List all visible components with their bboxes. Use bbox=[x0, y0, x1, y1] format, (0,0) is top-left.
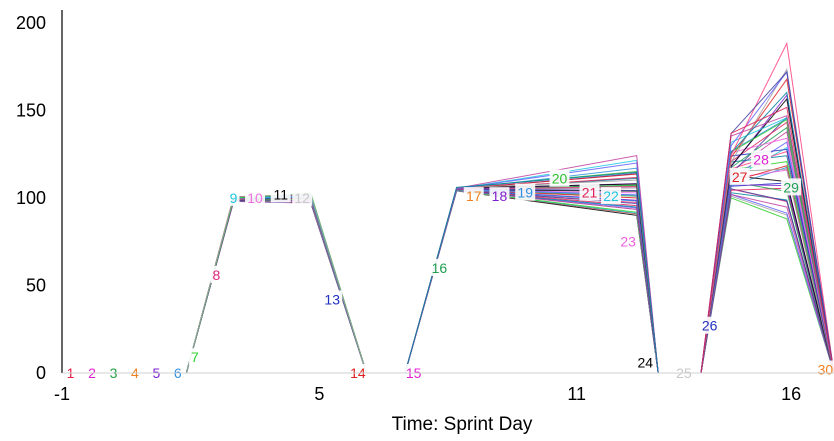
point-label: 16 bbox=[432, 260, 448, 276]
trace-line bbox=[700, 106, 834, 374]
point-label: 21 bbox=[582, 185, 598, 201]
trace-line bbox=[404, 179, 659, 374]
point-label-bg bbox=[188, 348, 201, 366]
point-label-bg bbox=[245, 188, 265, 206]
x-tick-label: 11 bbox=[567, 384, 586, 404]
trace-line bbox=[404, 189, 659, 374]
point-label: 13 bbox=[324, 291, 340, 307]
point-label: 28 bbox=[753, 151, 769, 167]
point-label: 9 bbox=[230, 190, 238, 206]
point-label-bg bbox=[515, 183, 536, 201]
trace-line bbox=[700, 41, 834, 374]
trace-line bbox=[404, 189, 659, 374]
point-label-bg bbox=[210, 265, 223, 283]
point-label-bg bbox=[292, 188, 313, 206]
point-label: 22 bbox=[603, 188, 619, 204]
point-label: 23 bbox=[620, 234, 636, 250]
trace-line bbox=[404, 188, 659, 374]
trace-line bbox=[404, 190, 659, 374]
trace-line bbox=[185, 193, 367, 374]
point-label: 18 bbox=[492, 188, 508, 204]
point-label-bg bbox=[227, 188, 240, 206]
trace-line bbox=[185, 192, 367, 374]
point-label: 26 bbox=[702, 318, 718, 334]
point-label-bg bbox=[635, 353, 656, 371]
point-label-bg bbox=[751, 150, 772, 168]
x-axis-label: Time: Sprint Day bbox=[392, 414, 533, 435]
trace-line bbox=[404, 189, 659, 374]
trace-line bbox=[404, 183, 659, 374]
trace-line bbox=[404, 188, 659, 374]
trace-line bbox=[404, 190, 659, 374]
trace-line bbox=[404, 189, 659, 374]
trace-line bbox=[404, 189, 659, 374]
point-label: 10 bbox=[247, 190, 263, 206]
trace-line bbox=[404, 190, 659, 374]
point-label-bg bbox=[549, 169, 570, 187]
point-label-bg bbox=[579, 183, 600, 201]
point-label-bg bbox=[270, 185, 291, 203]
point-label: 11 bbox=[273, 186, 288, 202]
trace-line bbox=[404, 185, 659, 374]
x-tick-label: 5 bbox=[314, 384, 324, 404]
point-label-bg bbox=[429, 258, 450, 276]
point-label: 30 bbox=[818, 361, 834, 377]
trace-line bbox=[404, 189, 659, 374]
trace-line bbox=[404, 189, 659, 374]
point-label: 29 bbox=[783, 179, 799, 195]
trace-line bbox=[404, 186, 659, 374]
trace-line bbox=[404, 190, 659, 374]
trace-line bbox=[185, 194, 367, 374]
trace-line bbox=[404, 188, 659, 374]
point-label: 24 bbox=[637, 354, 653, 370]
trace-line bbox=[185, 194, 367, 374]
trace-line bbox=[404, 189, 659, 374]
point-label-bg bbox=[729, 167, 750, 185]
trace-line bbox=[404, 189, 659, 374]
point-label-bg bbox=[600, 187, 621, 205]
x-tick-label: -1 bbox=[54, 384, 70, 404]
trace-line bbox=[404, 171, 659, 374]
point-label-bg bbox=[322, 290, 343, 308]
point-label: 8 bbox=[213, 267, 221, 283]
point-label-bg bbox=[489, 187, 510, 205]
trace-line bbox=[404, 185, 659, 374]
trace-line bbox=[700, 70, 834, 374]
point-label-bg bbox=[699, 316, 720, 334]
y-tick-labels: 0 50 100 150 200 bbox=[16, 13, 46, 383]
trace-line bbox=[404, 190, 659, 374]
trace-line bbox=[404, 189, 659, 374]
x-tick-labels: -1 5 11 16 bbox=[54, 384, 801, 404]
point-label: 7 bbox=[191, 349, 199, 365]
trace-line bbox=[404, 189, 659, 374]
point-label-bg bbox=[781, 178, 802, 196]
point-label-bg bbox=[618, 232, 639, 250]
y-tick-label: 200 bbox=[16, 13, 46, 33]
y-tick-label: 0 bbox=[36, 363, 46, 383]
trace-line bbox=[185, 193, 367, 374]
point-label: 20 bbox=[552, 171, 568, 187]
point-label: 12 bbox=[294, 190, 310, 206]
trace-line bbox=[404, 189, 659, 374]
x-tick-label: 16 bbox=[781, 384, 801, 404]
point-label: 27 bbox=[732, 169, 748, 185]
y-tick-label: 150 bbox=[16, 100, 46, 120]
y-tick-label: 50 bbox=[26, 275, 46, 295]
point-label-bg bbox=[463, 187, 484, 205]
point-label: 17 bbox=[466, 188, 482, 204]
y-tick-label: 100 bbox=[16, 188, 46, 208]
trace-line bbox=[404, 189, 659, 374]
point-label: 19 bbox=[517, 185, 533, 201]
trace-line bbox=[404, 187, 659, 374]
